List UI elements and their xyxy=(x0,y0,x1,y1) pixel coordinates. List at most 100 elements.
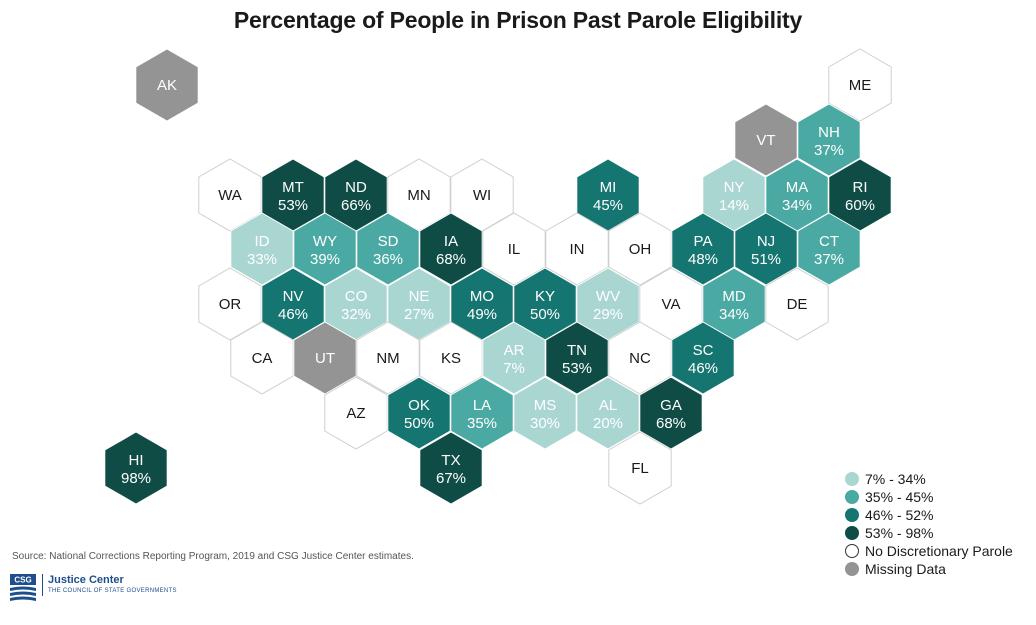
state-hex-ca xyxy=(230,321,294,395)
legend-item: 53% - 98% xyxy=(845,524,1013,542)
logo-name: Justice Center xyxy=(48,574,124,586)
state-value-ar: 7% xyxy=(503,360,525,377)
state-tile-fl: FL xyxy=(608,431,672,505)
state-abbr-wv: WV xyxy=(596,288,620,305)
csg-justice-center-logo: CSG Justice Center THE COUNCIL OF STATE … xyxy=(10,574,177,604)
logo-subtitle: THE COUNCIL OF STATE GOVERNMENTS xyxy=(48,588,177,594)
state-value-ri: 60% xyxy=(845,197,875,214)
state-abbr-ga: GA xyxy=(660,397,682,414)
state-abbr-ks: KS xyxy=(441,350,461,367)
state-tile-mn: MN xyxy=(387,158,451,232)
state-abbr-nv: NV xyxy=(283,288,304,305)
state-abbr-tn: TN xyxy=(567,342,587,359)
map-title: Percentage of People in Prison Past Paro… xyxy=(233,7,803,33)
state-abbr-al: AL xyxy=(599,397,617,414)
state-hex-ia xyxy=(419,212,483,286)
legend-swatch xyxy=(845,526,859,540)
state-tile-il: IL xyxy=(482,212,546,286)
state-hex-fl xyxy=(608,431,672,505)
state-abbr-co: CO xyxy=(345,288,368,305)
state-abbr-ct: CT xyxy=(819,233,839,250)
legend-label: No Discretionary Parole xyxy=(865,543,1013,559)
state-hex-nc xyxy=(608,321,672,395)
state-abbr-ny: NY xyxy=(724,179,745,196)
state-value-ky: 50% xyxy=(530,306,560,323)
source-note: Source: National Corrections Reporting P… xyxy=(12,551,414,562)
state-abbr-or: OR xyxy=(219,296,242,313)
state-value-ok: 50% xyxy=(404,415,434,432)
legend-item: 35% - 45% xyxy=(845,488,1013,506)
legend-swatch xyxy=(845,544,859,558)
logo-text: Justice Center THE COUNCIL OF STATE GOVE… xyxy=(42,574,177,596)
state-abbr-ky: KY xyxy=(535,288,555,305)
legend-label: 7% - 34% xyxy=(865,471,926,487)
state-hex-sd xyxy=(356,212,420,286)
state-abbr-ia: IA xyxy=(444,233,458,250)
legend-label: 53% - 98% xyxy=(865,525,934,541)
legend-label: 46% - 52% xyxy=(865,507,934,523)
state-abbr-nh: NH xyxy=(818,124,840,141)
state-abbr-pa: PA xyxy=(694,233,713,250)
legend-label: 35% - 45% xyxy=(865,489,934,505)
state-abbr-il: IL xyxy=(508,241,521,258)
state-hex-tn xyxy=(545,321,609,395)
state-tile-ak: AK xyxy=(135,48,199,122)
state-value-mo: 49% xyxy=(467,306,497,323)
state-abbr-tx: TX xyxy=(441,452,460,469)
state-hex-wa xyxy=(198,158,262,232)
state-abbr-ms: MS xyxy=(534,397,557,414)
state-hex-de xyxy=(765,267,829,341)
state-hex-ga xyxy=(639,376,703,450)
legend-label: Missing Data xyxy=(865,561,946,577)
state-abbr-md: MD xyxy=(722,288,745,305)
state-tile-ar: AR7% xyxy=(482,321,546,395)
state-value-ma: 34% xyxy=(782,197,812,214)
state-hex-nh xyxy=(797,103,861,177)
state-tile-wa: WA xyxy=(198,158,262,232)
state-abbr-ne: NE xyxy=(409,288,430,305)
state-value-mt: 53% xyxy=(278,197,308,214)
state-abbr-nj: NJ xyxy=(757,233,775,250)
state-abbr-me: ME xyxy=(849,77,872,94)
state-value-mi: 45% xyxy=(593,197,623,214)
state-tile-oh: OH xyxy=(608,212,672,286)
legend-swatch xyxy=(845,562,859,576)
state-value-wy: 39% xyxy=(310,251,340,268)
state-hex-sc xyxy=(671,321,735,395)
state-hex-al xyxy=(576,376,640,450)
state-hex-az xyxy=(324,376,388,450)
state-value-ms: 30% xyxy=(530,415,560,432)
state-value-ny: 14% xyxy=(719,197,749,214)
state-value-ne: 27% xyxy=(404,306,434,323)
state-abbr-ut: UT xyxy=(315,350,335,367)
state-value-co: 32% xyxy=(341,306,371,323)
state-hex-me xyxy=(828,48,892,122)
state-tile-ut: UT xyxy=(293,321,357,395)
state-abbr-wy: WY xyxy=(313,233,337,250)
state-hex-la xyxy=(450,376,514,450)
state-tile-or: OR xyxy=(198,267,262,341)
state-hex-tx xyxy=(419,431,483,505)
state-hex-ct xyxy=(797,212,861,286)
state-abbr-mi: MI xyxy=(600,179,617,196)
state-tile-vt: VT xyxy=(734,103,798,177)
state-tile-ks: KS xyxy=(419,321,483,395)
state-hex-ut xyxy=(293,321,357,395)
state-hex-nj xyxy=(734,212,798,286)
state-abbr-mo: MO xyxy=(470,288,494,305)
state-abbr-mn: MN xyxy=(407,187,430,204)
state-hex-wy xyxy=(293,212,357,286)
